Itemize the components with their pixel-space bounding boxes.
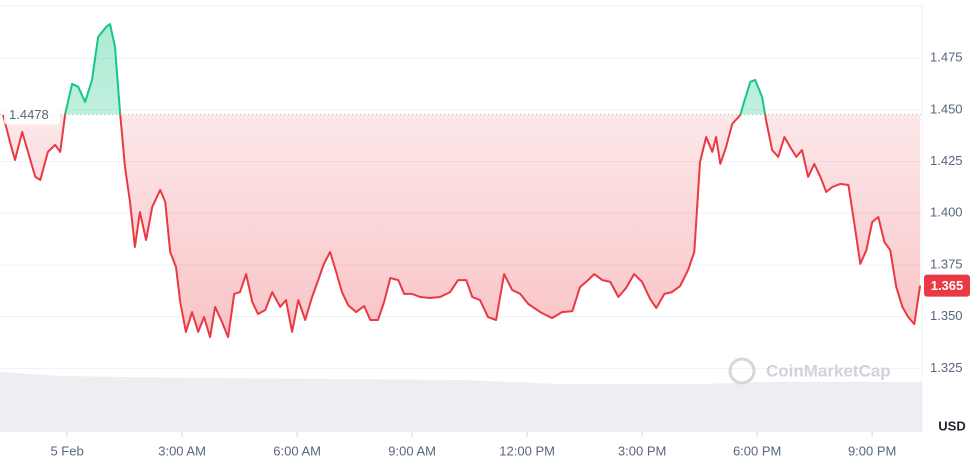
watermark-text: CoinMarketCap (766, 361, 891, 380)
y-tick-label: 1.400 (930, 205, 963, 220)
y-tick-label: 1.325 (930, 360, 963, 375)
watermark-logo (728, 357, 756, 385)
x-tick-label: 9:00 AM (388, 443, 436, 458)
x-tick-label: 9:00 PM (848, 443, 896, 458)
x-tick-label: 12:00 PM (499, 443, 555, 458)
baseline-label-bg (4, 104, 60, 125)
area-above (3, 24, 921, 115)
x-tick-label: 6:00 PM (733, 443, 781, 458)
baseline-label: 1.4478 (9, 107, 49, 122)
y-axis-label: USD (938, 418, 965, 433)
y-tick-label: 1.350 (930, 308, 963, 323)
watermark: CoinMarketCap (728, 357, 891, 385)
x-tick-label: 6:00 AM (273, 443, 321, 458)
x-tick-label: 5 Feb (50, 443, 83, 458)
x-tick-label: 3:00 AM (158, 443, 206, 458)
area-below (3, 114, 921, 338)
volume-band (0, 372, 922, 432)
current-price-label: 1.365 (931, 278, 964, 293)
current-price-bg (924, 274, 970, 297)
y-tick-label: 1.375 (930, 256, 963, 271)
y-tick-label: 1.450 (930, 101, 963, 116)
y-tick-label: 1.425 (930, 153, 963, 168)
price-line-below (2, 114, 922, 339)
x-tick-label: 3:00 PM (618, 443, 666, 458)
y-tick-label: 1.475 (930, 50, 963, 65)
